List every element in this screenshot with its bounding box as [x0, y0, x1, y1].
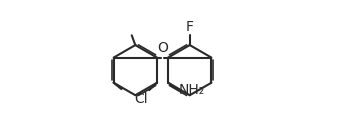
Text: F: F	[186, 20, 194, 34]
Text: NH₂: NH₂	[179, 83, 205, 97]
Text: Cl: Cl	[134, 92, 148, 106]
Text: O: O	[157, 41, 168, 55]
